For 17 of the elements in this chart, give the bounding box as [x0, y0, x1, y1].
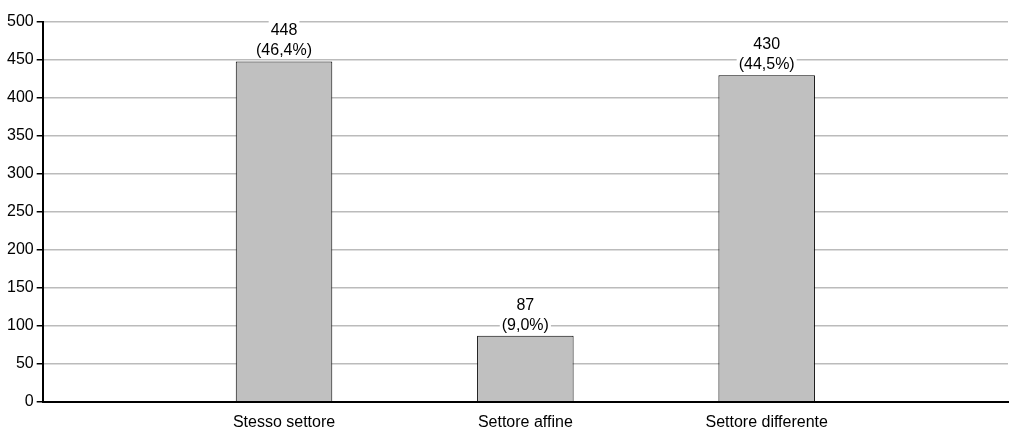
- y-tick-label: 0: [24, 392, 34, 410]
- y-tick-label: 400: [6, 88, 34, 106]
- y-tick-label: 200: [6, 240, 34, 258]
- data-label: 87 (9,0%): [501, 295, 549, 333]
- y-tick-label: 450: [6, 50, 34, 68]
- y-tick-label: 50: [15, 354, 34, 372]
- x-tick-label: Settore differente: [705, 412, 828, 430]
- y-tick-label: 100: [6, 316, 34, 334]
- data-label: 430 (44,5%): [738, 35, 795, 73]
- y-tick-label: 500: [6, 12, 34, 30]
- y-tick-label: 250: [6, 202, 34, 220]
- y-tick-label: 300: [6, 164, 34, 182]
- x-tick-label: Settore affine: [477, 412, 573, 430]
- y-tick-label: 350: [6, 126, 34, 144]
- data-label: 448 (46,4%): [256, 21, 313, 59]
- x-tick-label: Stesso settore: [232, 412, 336, 430]
- y-tick-label: 150: [6, 278, 34, 296]
